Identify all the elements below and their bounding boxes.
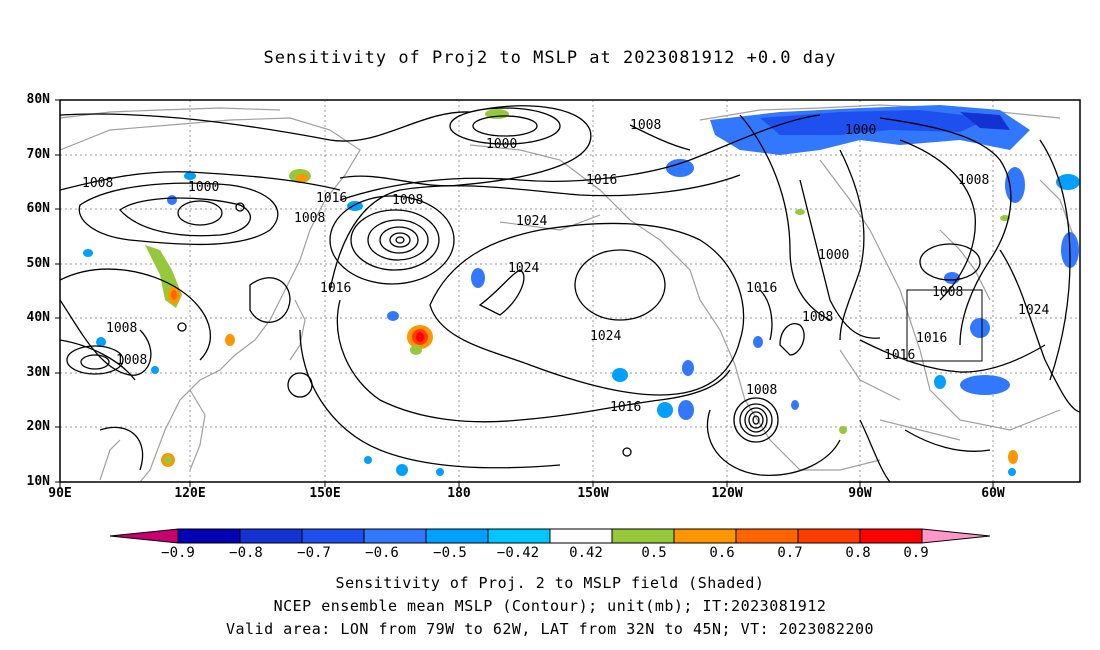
footer-line-3: Valid area: LON from 79W to 62W, LAT fro… [225,620,875,638]
colorbar-segment [301,528,365,544]
footer-line-1: Sensitivity of Proj. 2 to MSLP field (Sh… [335,574,765,592]
contour-label: 1016 [320,281,351,296]
contour-label: 1024 [516,214,547,229]
colorbar-label: 0.7 [777,545,803,561]
colorbar-segment [921,528,991,544]
valid-area-box [906,289,983,362]
contour-label: 1016 [610,400,641,415]
lon-label: 120W [711,486,743,501]
colorbar-label: 0.6 [709,545,735,561]
contour-label: 1016 [916,331,947,346]
colorbar-segment [425,528,489,544]
colorbar-label: −0.8 [229,545,263,561]
mslp-contours [60,105,1080,482]
colorbar-label: −0.6 [365,545,399,561]
lat-label: 70N [26,147,50,162]
lat-label: 10N [26,474,50,489]
lon-label: 150W [577,486,609,501]
colorbar-segment [177,528,241,544]
contour-label: 1008 [630,118,661,133]
map-title: Sensitivity of Proj2 to MSLP at 20230819… [263,48,837,68]
colorbar-segment [735,528,799,544]
contour-label: 1024 [590,329,621,344]
contour-label: 1024 [508,261,539,276]
contour-label: 1008 [116,353,147,368]
contour-label: 1000 [188,180,219,195]
contour-label: 1008 [746,383,777,398]
colorbar-label: 0.9 [903,545,929,561]
contour-label: 1008 [958,173,989,188]
colorbar [109,528,991,544]
lon-label: 180 [447,486,471,501]
lat-label: 50N [26,256,50,271]
colorbar-segment [673,528,737,544]
lat-label: 30N [26,365,50,380]
colorbar-segment [239,528,303,544]
contour-label: 1000 [845,123,876,138]
colorbar-segment [109,528,179,544]
colorbar-segment [611,528,675,544]
lon-label: 120E [174,486,206,501]
colorbar-label: 0.5 [641,545,667,561]
lat-label: 20N [26,419,50,434]
map-frame [59,99,1081,483]
contour-label: 1000 [486,137,517,152]
contour-label: 1000 [818,248,849,263]
lat-label: 60N [26,201,50,216]
contour-label: 1008 [932,285,963,300]
contour-label: 1024 [1018,303,1049,318]
contour-label: 1008 [82,176,113,191]
colorbar-segment [549,528,613,544]
footer-line-2: NCEP ensemble mean MSLP (Contour); unit(… [273,597,827,615]
contour-label: 1016 [884,348,915,363]
lon-label: 60W [981,486,1005,501]
lon-label: 150E [309,486,341,501]
colorbar-segment [859,528,923,544]
contour-label: 1008 [802,310,833,325]
colorbar-label: 0.8 [845,545,871,561]
colorbar-label: −0.7 [297,545,331,561]
sensitivity-shading [83,105,1080,476]
colorbar-label: −0.42 [496,545,540,561]
contour-label: 1016 [746,281,777,296]
contour-label: 1008 [392,193,423,208]
lon-label: 90W [848,486,872,501]
colorbar-segment [487,528,551,544]
lon-label: 90E [48,486,72,501]
colorbar-segment [363,528,427,544]
contour-label: 1008 [106,321,137,336]
lat-label: 40N [26,310,50,325]
contour-label: 1008 [294,211,325,226]
contour-label: 1016 [586,173,617,188]
contour-label: 1016 [316,191,347,206]
lat-label: 80N [26,92,50,107]
colorbar-label: −0.9 [161,545,195,561]
colorbar-label: −0.5 [433,545,467,561]
colorbar-segment [797,528,861,544]
grid-lines [60,100,1080,482]
colorbar-label: 0.42 [569,545,603,561]
